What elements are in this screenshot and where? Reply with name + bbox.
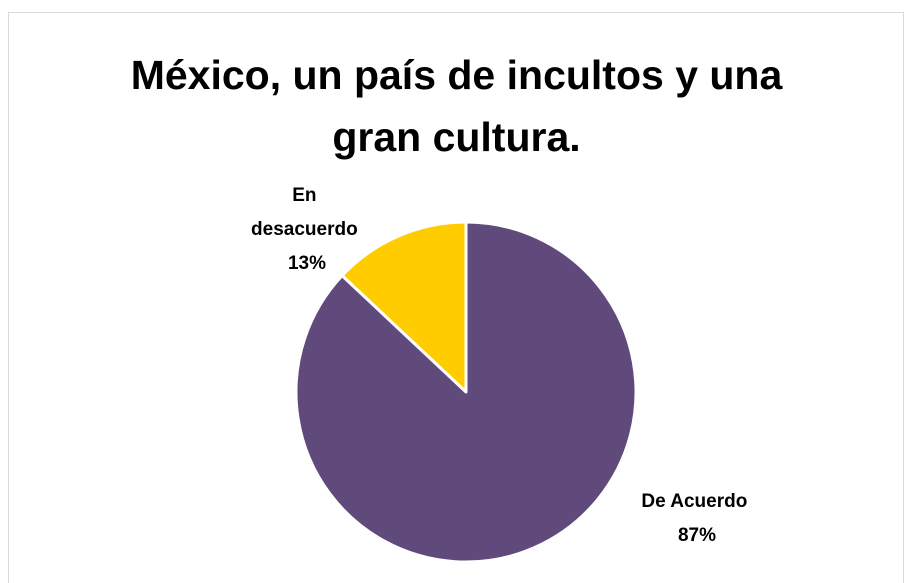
slice-label-de-acuerdo-line-1: De Acuerdo xyxy=(641,491,747,512)
chart-title: México, un país de incultos y una gran c… xyxy=(0,44,913,168)
slice-label-en-desacuerdo-percent: 13% xyxy=(288,253,326,274)
slice-label-en-desacuerdo-line-2: desacuerdo xyxy=(251,219,358,240)
slice-label-en-desacuerdo-line-1: En xyxy=(292,185,316,206)
slice-label-de-acuerdo-percent: 87% xyxy=(678,525,716,546)
slice-label-de-acuerdo: De Acuerdo 87% xyxy=(641,491,752,546)
chart-title-line-2: gran cultura. xyxy=(332,114,581,160)
pie-slices xyxy=(294,220,638,564)
pie-slice-de-acuerdo xyxy=(294,220,638,564)
chart-title-line-1: México, un país de incultos y una xyxy=(130,52,783,98)
pie-slice-en-desacuerdo xyxy=(340,220,468,394)
pie-labels: En desacuerdo 13% De Acuerdo 87% xyxy=(251,185,752,546)
slice-label-en-desacuerdo: En desacuerdo 13% xyxy=(251,185,363,274)
